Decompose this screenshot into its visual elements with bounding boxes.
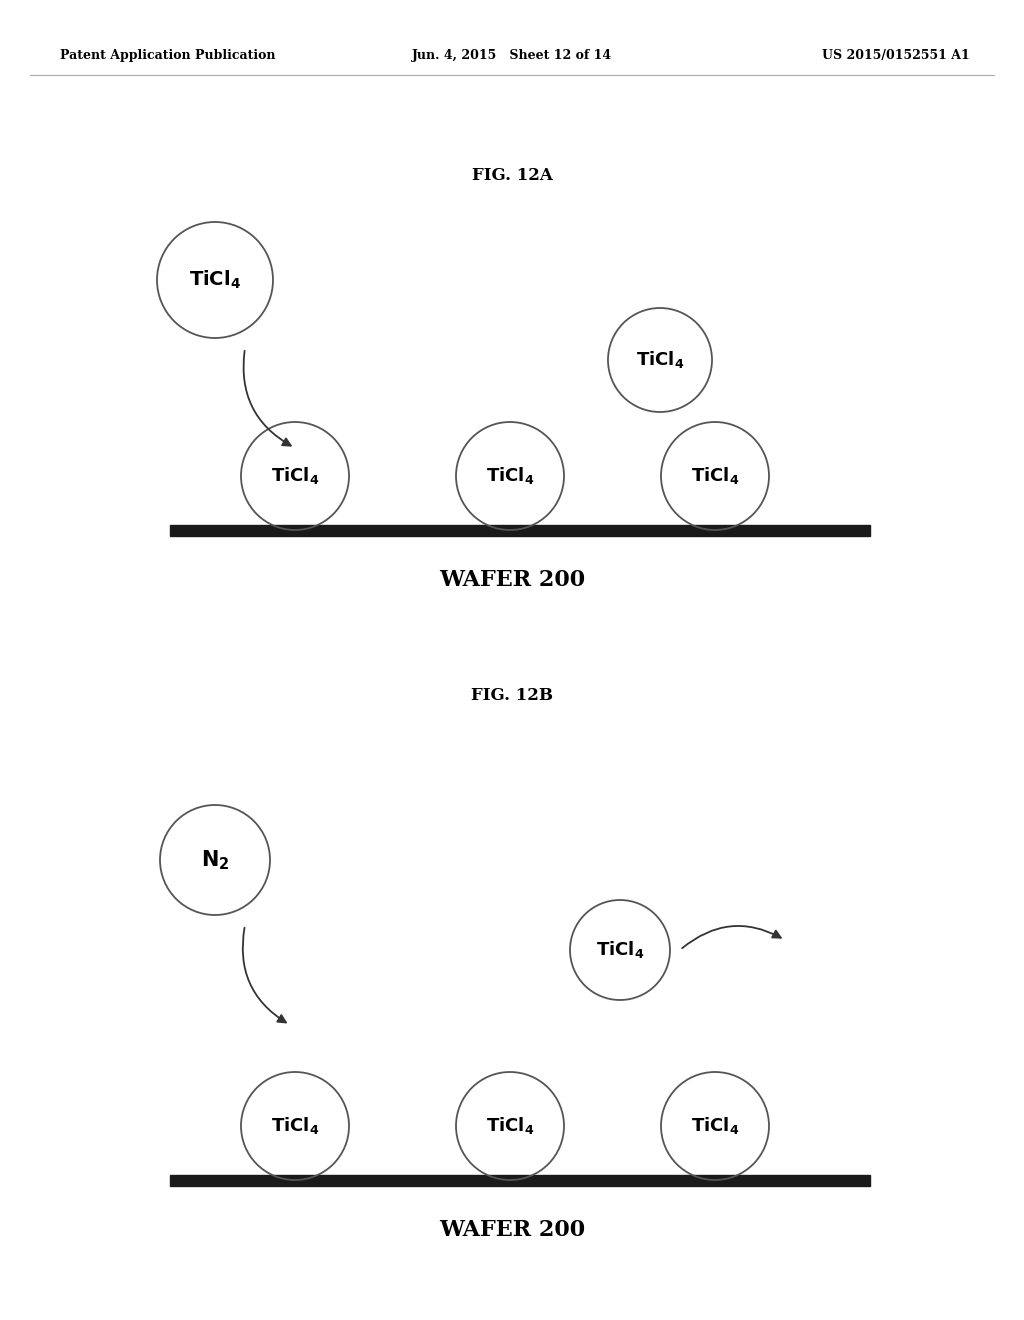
Text: $\mathbf{TiCl_4}$: $\mathbf{TiCl_4}$: [596, 940, 644, 961]
Text: $\mathbf{TiCl_4}$: $\mathbf{TiCl_4}$: [486, 466, 535, 487]
Text: Patent Application Publication: Patent Application Publication: [60, 49, 275, 62]
Text: $\mathbf{TiCl_4}$: $\mathbf{TiCl_4}$: [691, 1115, 739, 1137]
Text: FIG. 12A: FIG. 12A: [472, 166, 552, 183]
Text: $\mathbf{TiCl_4}$: $\mathbf{TiCl_4}$: [691, 466, 739, 487]
Text: FIG. 12B: FIG. 12B: [471, 686, 553, 704]
Text: $\mathbf{N_2}$: $\mathbf{N_2}$: [201, 849, 229, 871]
Text: WAFER 200: WAFER 200: [439, 1218, 585, 1241]
Text: $\mathbf{TiCl_4}$: $\mathbf{TiCl_4}$: [189, 269, 241, 292]
Text: $\mathbf{TiCl_4}$: $\mathbf{TiCl_4}$: [486, 1115, 535, 1137]
Text: $\mathbf{TiCl_4}$: $\mathbf{TiCl_4}$: [271, 466, 319, 487]
Text: Jun. 4, 2015   Sheet 12 of 14: Jun. 4, 2015 Sheet 12 of 14: [412, 49, 612, 62]
Text: WAFER 200: WAFER 200: [439, 569, 585, 591]
Text: $\mathbf{TiCl_4}$: $\mathbf{TiCl_4}$: [636, 350, 684, 371]
Text: $\mathbf{TiCl_4}$: $\mathbf{TiCl_4}$: [271, 1115, 319, 1137]
Text: US 2015/0152551 A1: US 2015/0152551 A1: [822, 49, 970, 62]
Bar: [170, 524, 870, 536]
Bar: [170, 1175, 870, 1185]
